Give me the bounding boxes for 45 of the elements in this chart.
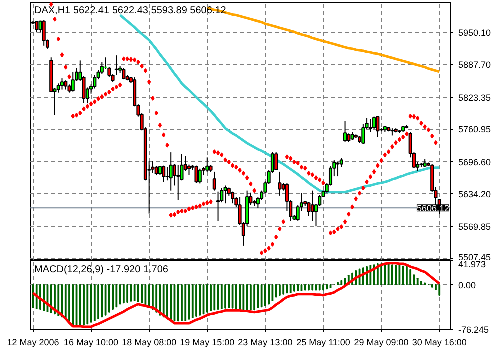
- candlestick: [376, 116, 380, 138]
- y-tick-label: 0.00: [458, 280, 476, 290]
- candlestick: [372, 116, 376, 130]
- candlestick: [64, 80, 68, 90]
- candlestick: [176, 164, 180, 201]
- candlestick: [231, 191, 235, 204]
- y-tick-label: 5696.60: [458, 157, 492, 168]
- candlestick: [162, 165, 166, 183]
- y-tick-label: 5823.35: [458, 92, 492, 103]
- x-tick-label: 25 May 11:00: [296, 338, 350, 348]
- candlestick: [274, 152, 278, 171]
- candlestick: [71, 72, 75, 92]
- text: MACD(12,26,9) -17.920 1.706: [34, 264, 169, 276]
- y-tick-label: 5569.85: [458, 222, 492, 232]
- line-series: [119, 14, 441, 194]
- candlestick: [216, 191, 220, 222]
- candlestick: [310, 190, 314, 222]
- x-tick-label: 30 May 16:00: [412, 338, 467, 348]
- candlestick: [187, 164, 192, 176]
- candlestick: [278, 171, 282, 196]
- candlestick: [206, 157, 210, 173]
- candlestick: [169, 152, 173, 192]
- x-tick-label: 29 May 09:00: [354, 338, 409, 348]
- candlestick: [198, 168, 202, 184]
- candlestick: [60, 78, 64, 90]
- candlestick: [344, 120, 348, 143]
- candlestick: [42, 20, 46, 46]
- candlestick: [212, 171, 216, 192]
- candlestick: [166, 166, 170, 182]
- candlestick: [368, 118, 372, 133]
- x-tick-label: 23 May 13:00: [238, 338, 293, 348]
- x-tick-label: 12 May 2006: [7, 338, 60, 348]
- x-tick-label: 19 May 15:00: [180, 338, 235, 348]
- x-tick-label: 18 May 08:00: [122, 338, 177, 348]
- x-tick-label: 16 May 10:00: [64, 338, 119, 348]
- y-tick-label: -76.245: [458, 325, 490, 335]
- candlestick: [194, 165, 198, 184]
- y-tick-label: 5634.20: [458, 189, 492, 200]
- candlestick: [224, 185, 228, 204]
- y-tick-label: 5887.70: [458, 60, 492, 70]
- y-tick-label: 5950.10: [458, 28, 492, 38]
- y-tick-label: 41.973: [458, 260, 486, 270]
- candlestick: [336, 161, 340, 178]
- ref-line-label: 5606.12: [416, 204, 450, 214]
- y-tick-label: 5760.95: [458, 124, 492, 135]
